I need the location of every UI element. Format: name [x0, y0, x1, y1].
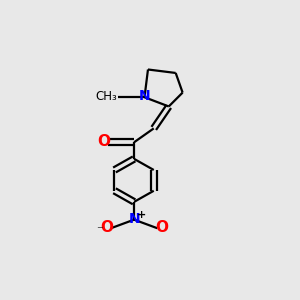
Text: +: + [136, 211, 146, 220]
Text: ⁻: ⁻ [97, 224, 103, 237]
Text: N: N [129, 212, 141, 226]
Text: O: O [100, 220, 113, 235]
Text: O: O [97, 134, 110, 149]
Text: CH₃: CH₃ [95, 90, 117, 103]
Text: N: N [139, 89, 150, 103]
Text: O: O [155, 220, 168, 235]
